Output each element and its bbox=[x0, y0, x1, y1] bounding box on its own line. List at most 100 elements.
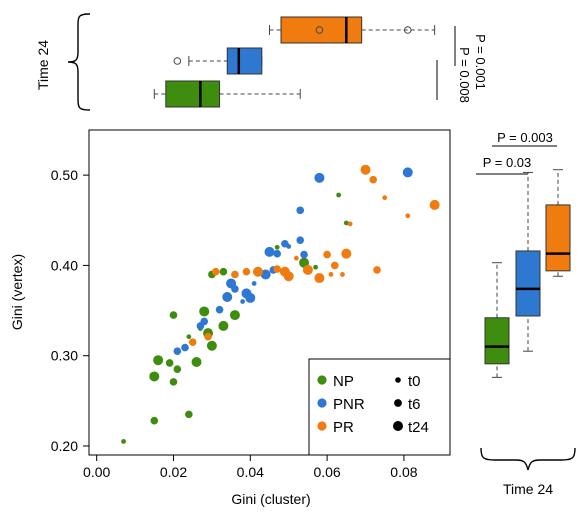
data-point-pr-t24 bbox=[360, 164, 371, 175]
legend-label-t6: t6 bbox=[408, 396, 421, 413]
data-point-pnr-t24 bbox=[264, 246, 275, 257]
data-point-pr-t6 bbox=[231, 270, 239, 279]
data-point-np-t24 bbox=[149, 371, 160, 382]
data-point-np-t24 bbox=[218, 320, 229, 331]
data-point-np-t6 bbox=[169, 311, 178, 319]
data-point-pr-t24 bbox=[252, 266, 263, 277]
data-point-pnr-t24 bbox=[260, 269, 271, 280]
top-outlier-pr bbox=[315, 26, 324, 34]
legend-size-t24 bbox=[393, 421, 403, 431]
legend-box bbox=[308, 358, 451, 456]
x-tick-label: 0.06 bbox=[313, 464, 340, 480]
data-point-pnr-t6 bbox=[300, 250, 308, 259]
data-point-pr-t6 bbox=[273, 265, 281, 273]
data-point-pr-t24 bbox=[429, 199, 440, 210]
right-panel-brace bbox=[480, 447, 576, 471]
scatter-points bbox=[121, 164, 440, 444]
top-boxplots bbox=[153, 16, 436, 108]
right-boxplots bbox=[484, 169, 571, 378]
data-point-np-t0 bbox=[336, 192, 342, 198]
data-point-np-t24 bbox=[153, 355, 164, 366]
legend-label-pnr: PNR bbox=[333, 396, 365, 413]
top-p-value-2: P = 0.008 bbox=[457, 47, 472, 103]
data-point-np-t0 bbox=[343, 220, 349, 226]
x-axis-label: Gini (cluster) bbox=[231, 491, 310, 507]
data-point-pnr-t24 bbox=[314, 172, 325, 183]
data-point-pr-t24 bbox=[283, 271, 294, 282]
y-axis: 0.20 0.30 0.40 0.50 bbox=[51, 167, 89, 454]
data-point-np-t24 bbox=[199, 306, 210, 317]
data-point-np-t6 bbox=[185, 410, 193, 419]
data-point-pr-t24 bbox=[341, 248, 352, 259]
right-p-value-1: P = 0.003 bbox=[497, 130, 553, 145]
top-outlier-pr bbox=[403, 26, 412, 34]
right-box-np bbox=[484, 317, 510, 365]
top-box-np bbox=[165, 80, 221, 108]
data-point-pnr-t6 bbox=[200, 317, 209, 326]
legend-swatch-pnr bbox=[317, 398, 327, 408]
data-point-np-t24 bbox=[191, 357, 202, 368]
x-tick-label: 0.00 bbox=[83, 464, 110, 480]
top-p-value-1: P = 0.001 bbox=[473, 34, 488, 90]
data-point-np-t6 bbox=[219, 267, 228, 276]
top-outlier-pnr bbox=[173, 57, 182, 65]
data-point-pr-t6 bbox=[204, 332, 212, 341]
x-tick-label: 0.02 bbox=[160, 464, 187, 480]
legend-label-t0: t0 bbox=[408, 373, 421, 390]
y-tick-label: 0.20 bbox=[51, 438, 78, 454]
data-point-pr-t6 bbox=[369, 175, 377, 184]
right-box-pr bbox=[545, 204, 571, 272]
data-point-pnr-t6 bbox=[273, 249, 281, 258]
data-point-pnr-t24 bbox=[222, 292, 233, 303]
data-point-pnr-t24 bbox=[245, 292, 256, 303]
data-point-pnr-t0 bbox=[251, 281, 257, 286]
data-point-pr-t0 bbox=[328, 272, 334, 277]
data-point-pr-t0 bbox=[382, 195, 388, 201]
data-point-pnr-t24 bbox=[402, 167, 413, 178]
data-point-np-t6 bbox=[173, 365, 182, 374]
right-box-pnr bbox=[515, 250, 541, 317]
data-point-pnr-t6 bbox=[181, 343, 189, 352]
data-point-pr-t6 bbox=[242, 267, 251, 276]
data-point-pr-t24 bbox=[302, 264, 313, 275]
data-point-pr-t6 bbox=[188, 338, 197, 346]
top-panel-label: Time 24 bbox=[35, 40, 51, 90]
x-axis: 0.00 0.02 0.04 0.06 0.08 bbox=[83, 455, 418, 480]
y-tick-label: 0.50 bbox=[51, 167, 78, 183]
x-tick-label: 0.08 bbox=[390, 464, 417, 480]
data-point-pnr-t6 bbox=[173, 347, 182, 355]
top-panel-brace bbox=[67, 13, 91, 111]
data-point-np-t0 bbox=[186, 334, 192, 340]
data-point-np-t6 bbox=[150, 416, 159, 425]
data-point-np-t6 bbox=[165, 359, 174, 367]
x-tick-label: 0.04 bbox=[237, 464, 264, 480]
data-point-np-t0 bbox=[313, 264, 318, 270]
data-point-pnr-t0 bbox=[286, 244, 292, 249]
data-point-np-t6 bbox=[169, 378, 178, 386]
data-point-np-t0 bbox=[274, 244, 280, 250]
data-point-pr-t6 bbox=[330, 261, 339, 270]
data-point-pr-t6 bbox=[211, 267, 220, 276]
legend-size-t0 bbox=[395, 377, 401, 383]
legend-label-pr: PR bbox=[333, 419, 354, 436]
data-point-pnr-t0 bbox=[240, 299, 246, 304]
y-axis-label: Gini (vertex) bbox=[9, 254, 25, 330]
legend-size-t6 bbox=[394, 399, 402, 407]
legend-label-t24: t24 bbox=[408, 419, 429, 436]
data-point-pr-t24 bbox=[314, 273, 325, 284]
top-box-pr bbox=[280, 16, 363, 44]
legend: NP PNR PR t0 t6 t24 bbox=[308, 358, 451, 456]
data-point-np-t0 bbox=[121, 439, 126, 444]
plot-frame bbox=[88, 129, 451, 456]
data-point-pr-t0 bbox=[340, 272, 345, 277]
legend-swatch-np bbox=[317, 375, 327, 385]
top-box-pnr bbox=[226, 47, 263, 75]
scatter-panel: 0.00 0.02 0.04 0.06 0.08 0.20 0.30 0.40 0.50 Gi… bbox=[9, 129, 451, 507]
legend-swatch-pr bbox=[317, 421, 327, 431]
data-point-pnr-t6 bbox=[231, 285, 239, 293]
right-boxplot-panel: P = 0.003 P = 0.03 Time 24 bbox=[476, 130, 576, 497]
legend-label-np: NP bbox=[333, 373, 354, 390]
right-p-value-2: P = 0.03 bbox=[483, 155, 532, 170]
data-point-np-t24 bbox=[229, 310, 240, 321]
data-point-pnr-t6 bbox=[215, 305, 224, 314]
